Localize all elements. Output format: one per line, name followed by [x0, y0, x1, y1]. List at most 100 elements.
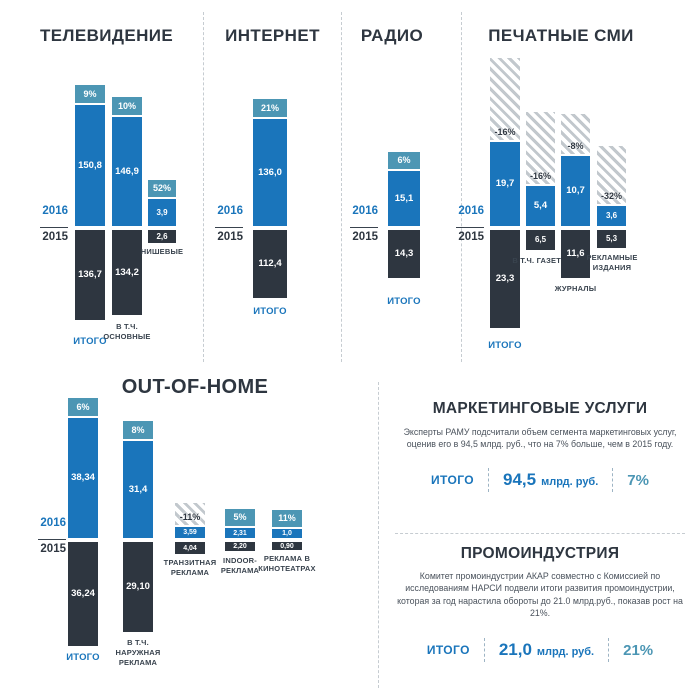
- bar-2016: 3,59: [175, 527, 205, 538]
- stat-itogo-label: ИТОГО: [431, 473, 474, 487]
- baseline-tick: [215, 227, 243, 228]
- bar-label: НИШЕВЫЕ: [140, 247, 184, 256]
- bar-2016: 136,0: [253, 119, 287, 226]
- panel-title: МАРКЕТИНГОВЫЕ УСЛУГИ: [432, 400, 648, 417]
- bar-label: РЕКЛАМНЫЕ ИЗДАНИЯ: [586, 253, 638, 272]
- bar-2015: 0,90: [272, 542, 302, 550]
- separator-vertical: [203, 12, 204, 362]
- percent-badge: 11%: [272, 510, 302, 527]
- percent-badge: 52%: [148, 180, 176, 197]
- stat-percent: 21%: [623, 641, 654, 659]
- panel-title: ПРОМОИНДУСТРИЯ: [460, 545, 620, 562]
- percent-badge: 8%: [123, 421, 153, 439]
- stat-separator: [487, 468, 489, 492]
- baseline-tick: [38, 539, 66, 540]
- bar-2016: 150,8: [75, 105, 105, 226]
- stats-row: ИТОГО 94,5 млрд. руб. 7%: [395, 466, 685, 494]
- bar-2016: 3,9: [148, 199, 176, 226]
- stat-percent: 7%: [627, 471, 649, 489]
- panel-body-text: Комитет промоиндустрии АКАР совместно с …: [397, 571, 683, 618]
- stat-value-group: 21,0 млрд. руб.: [499, 640, 594, 660]
- stat-value: 21,0: [498, 640, 532, 659]
- separator-vertical: [461, 12, 462, 362]
- bar-2015: 6,5: [526, 230, 555, 250]
- bar-label: ИТОГО: [253, 306, 287, 317]
- section-title: РАДИО: [360, 26, 424, 45]
- percent-badge: 21%: [253, 99, 287, 117]
- bar-2016: 2,31: [225, 528, 255, 538]
- stat-separator: [608, 638, 610, 662]
- bar-label: INDOOR-РЕКЛАМА: [220, 556, 260, 575]
- bar-2016: 19,7: [490, 142, 520, 226]
- year-2015-label: 2015: [42, 231, 68, 243]
- year-2015-label: 2015: [352, 231, 378, 243]
- section-title: OUT-OF-HOME: [121, 376, 269, 398]
- bar-2016: 1,0: [272, 529, 302, 538]
- bar-2015: 23,3: [490, 230, 520, 328]
- bar-2015: 5,3: [597, 230, 626, 248]
- separator-vertical: [341, 12, 342, 362]
- bar-2016: 10,7: [561, 156, 590, 226]
- bar-label: ИТОГО: [387, 296, 421, 307]
- stat-separator: [483, 638, 485, 662]
- stat-unit: млрд. руб.: [536, 646, 595, 658]
- bar-2015: 29,10: [123, 542, 153, 632]
- section-title: ТЕЛЕВИДЕНИЕ: [40, 26, 174, 45]
- percent-badge: 6%: [68, 398, 98, 416]
- bar-2015: 36,24: [68, 542, 98, 646]
- percent-badge-negative: -8%: [561, 114, 590, 154]
- stat-itogo-label: ИТОГО: [426, 643, 470, 657]
- bar-label: ИТОГО: [488, 340, 522, 351]
- bar-label: В Т.Ч. НАРУЖНАЯ РЕКЛАМА: [115, 638, 161, 667]
- bar-2016: 5,4: [526, 186, 555, 226]
- bar-label: ИТОГО: [66, 652, 100, 663]
- percent-badge-negative: -11%: [175, 503, 205, 525]
- bar-2015: 11,6: [561, 230, 590, 278]
- percent-badge: 5%: [225, 509, 255, 526]
- bar-2015: 134,2: [112, 230, 142, 315]
- percent-badge-negative: -16%: [526, 112, 555, 184]
- bar-2016: 146,9: [112, 117, 142, 226]
- baseline-tick: [40, 227, 68, 228]
- bar-label: ТРАНЗИТНАЯ РЕКЛАМА: [163, 558, 217, 577]
- year-2016-label: 2016: [42, 205, 68, 217]
- bar-2016: 15,1: [388, 171, 420, 226]
- separator-horizontal: [395, 533, 685, 534]
- bar-2016: 3,6: [597, 206, 626, 226]
- section-title: ИНТЕРНЕТ: [225, 26, 320, 45]
- bar-2015: 4,04: [175, 542, 205, 554]
- baseline-tick: [456, 227, 484, 228]
- year-2016-label: 2016: [40, 517, 66, 529]
- percent-badge-negative: -32%: [597, 146, 626, 204]
- bar-label: В Т.Ч. ГАЗЕТЫ: [512, 256, 569, 265]
- baseline-tick: [350, 227, 378, 228]
- bar-2015: 14,3: [388, 230, 420, 278]
- separator-vertical: [378, 382, 379, 688]
- percent-badge-negative: -16%: [490, 58, 520, 140]
- year-2016-label: 2016: [458, 205, 484, 217]
- bar-label: ЖУРНАЛЫ: [554, 284, 597, 293]
- stat-value-group: 94,5 млрд. руб.: [503, 470, 598, 490]
- stat-separator: [612, 468, 614, 492]
- bar-2015: 112,4: [253, 230, 287, 298]
- stat-unit: млрд. руб.: [541, 476, 599, 488]
- year-2015-label: 2015: [217, 231, 243, 243]
- bar-2015: 2,20: [225, 542, 255, 551]
- bar-2016: 31,4: [123, 441, 153, 538]
- percent-badge: 9%: [75, 85, 105, 103]
- year-2015-label: 2015: [40, 543, 66, 555]
- section-title: ПЕЧАТНЫЕ СМИ: [488, 26, 634, 45]
- stats-row: ИТОГО 21,0 млрд. руб. 21%: [395, 636, 685, 664]
- stat-value: 94,5: [502, 470, 537, 489]
- year-2016-label: 2016: [352, 205, 378, 217]
- year-2015-label: 2015: [458, 231, 484, 243]
- year-2016-label: 2016: [217, 205, 243, 217]
- panel-body-text: Эксперты РАМУ подсчитали объем сегмента …: [403, 427, 677, 450]
- percent-badge: 6%: [388, 152, 420, 169]
- bar-label: ИТОГО: [73, 336, 107, 347]
- bar-2015: 2,6: [148, 230, 176, 243]
- bar-label: РЕКЛАМА В КИНОТЕАТРАХ: [258, 554, 316, 573]
- bar-label: В Т.Ч. ОСНОВНЫЕ: [103, 322, 151, 341]
- bar-2016: 38,34: [68, 418, 98, 538]
